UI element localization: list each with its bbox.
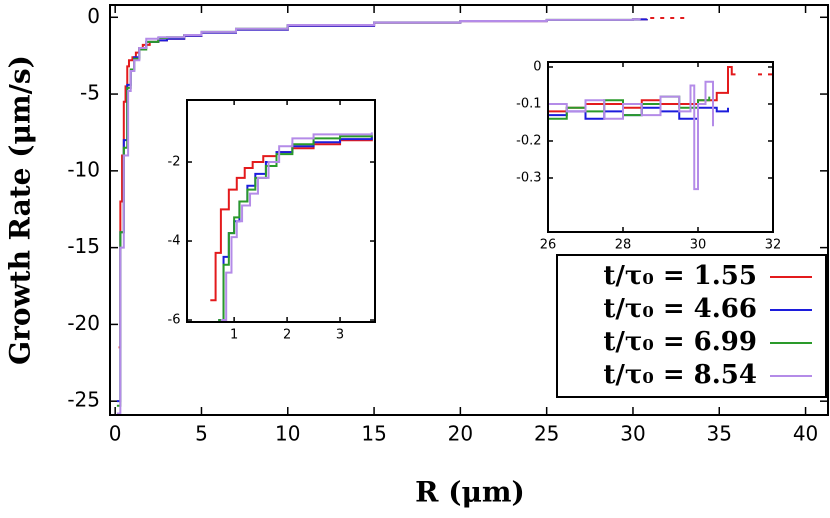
x-tick-label: 5 [195, 422, 208, 446]
x-tick-label: 0 [109, 422, 122, 446]
y-tick-label: -0.2 [516, 133, 541, 148]
x-tick-label: 25 [534, 422, 559, 446]
legend-label: t/τ₀ = 6.99 [603, 327, 757, 357]
x-tick-label: 1 [230, 328, 238, 343]
x-tick-label: 40 [793, 422, 818, 446]
x-tick-label: 26 [540, 238, 557, 253]
x-tick-label: 2 [283, 328, 291, 343]
plot-frame [186, 99, 376, 323]
legend-label: t/τ₀ = 1.55 [603, 261, 757, 291]
x-axis-label: R (μm) [415, 476, 525, 509]
y-axis-label: Growth Rate (μm/s) [4, 55, 37, 365]
x-tick-label: 30 [620, 422, 645, 446]
plot-frame [547, 61, 774, 233]
y-tick-label: -20 [67, 311, 100, 335]
y-tick-label: -6 [168, 313, 181, 328]
y-tick-label: -25 [67, 388, 100, 412]
y-tick-label: -4 [168, 234, 181, 249]
series-line [116, 18, 641, 415]
series-line [548, 80, 714, 191]
legend-label: t/τ₀ = 4.66 [603, 294, 757, 324]
plot-frame [109, 4, 829, 416]
legend-box [556, 254, 827, 398]
x-tick-label: 32 [765, 238, 782, 253]
y-tick-label: -5 [80, 81, 100, 105]
x-tick-label: 35 [707, 422, 732, 446]
x-tick-label: 28 [615, 238, 632, 253]
legend-label: t/τ₀ = 8.54 [603, 360, 757, 390]
y-tick-label: 0 [87, 4, 100, 28]
series-line [220, 132, 373, 322]
x-tick-label: 30 [690, 238, 707, 253]
y-tick-label: 0 [533, 59, 541, 74]
y-tick-label: -2 [168, 155, 181, 170]
y-tick-label: -0.1 [516, 96, 541, 111]
y-tick-label: -0.3 [516, 170, 541, 185]
x-tick-label: 15 [361, 422, 386, 446]
x-tick-label: 20 [448, 422, 473, 446]
y-tick-label: -15 [67, 234, 100, 258]
x-tick-label: 3 [336, 328, 344, 343]
x-tick-label: 10 [275, 422, 300, 446]
y-tick-label: -10 [67, 157, 100, 181]
plot-area [548, 62, 773, 232]
